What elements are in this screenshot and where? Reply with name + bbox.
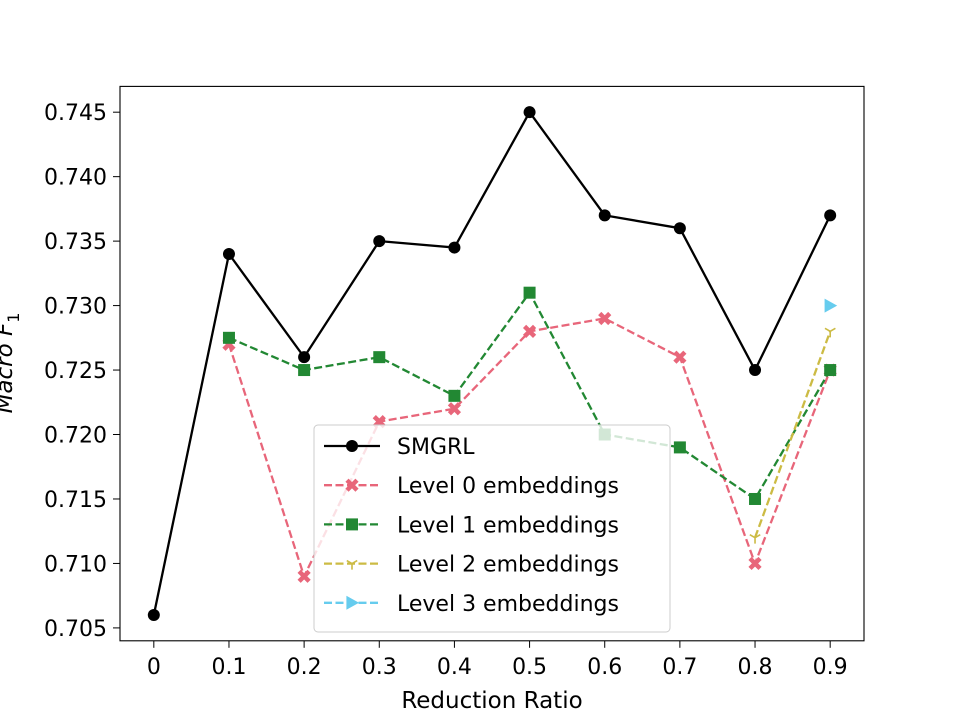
- data-point-smgrl: [749, 364, 762, 377]
- legend-marker-level-1-embeddings: [346, 518, 358, 531]
- data-point-level-0-embeddings: [673, 350, 687, 364]
- series-line-level-2-embeddings: [753, 330, 832, 539]
- legend-label-level-1-embeddings: Level 1 embeddings: [397, 513, 619, 538]
- data-point-smgrl: [448, 241, 461, 254]
- y-tick-label: 0.710: [44, 552, 107, 577]
- legend-label-level-3-embeddings: Level 3 embeddings: [397, 592, 619, 617]
- series-line-smgrl: [152, 110, 832, 616]
- y-tick-label: 0.720: [44, 424, 107, 449]
- legend-marker-level-2-embeddings: [346, 559, 358, 570]
- legend-marker-level-0-embeddings: [345, 478, 359, 492]
- data-point-smgrl: [523, 106, 536, 119]
- data-point-level-2-embeddings: [749, 533, 761, 544]
- data-point-level-1-embeddings: [523, 286, 536, 299]
- data-point-level-1-embeddings: [222, 331, 235, 344]
- x-axis: 0 0.1 0.2 0.3 0.4 0.5 0.6 0.7 0.8 0.9: [147, 640, 848, 680]
- legend-label-level-0-embeddings: Level 0 embeddings: [397, 474, 619, 499]
- data-point-smgrl: [673, 222, 686, 235]
- data-point-level-0-embeddings: [748, 556, 762, 571]
- y-axis: 0.705 0.710 0.715 0.720 0.725 0.730 0.735 0.740…: [44, 101, 120, 642]
- x-tick-label: 0: [147, 655, 161, 680]
- x-tick-label: 0.1: [211, 655, 246, 680]
- data-point-level-1-embeddings: [749, 492, 762, 505]
- data-point-level-0-embeddings: [297, 569, 311, 583]
- data-point-level-0-embeddings: [598, 311, 612, 326]
- x-tick-label: 0.2: [287, 655, 322, 680]
- data-point-smgrl: [373, 235, 386, 248]
- x-tick-label: 0.8: [738, 655, 773, 680]
- x-tick-label: 0.7: [662, 655, 697, 680]
- y-axis-label-main: Macro F: [0, 322, 18, 413]
- data-point-level-1-embeddings: [298, 364, 311, 377]
- y-axis-label-subscript: 1: [4, 313, 23, 323]
- plot-frame: [119, 85, 865, 642]
- data-point-level-0-embeddings: [447, 402, 462, 416]
- data-point-level-1-embeddings: [824, 364, 837, 377]
- y-tick-label: 0.740: [44, 166, 107, 191]
- data-point-level-1-embeddings: [373, 351, 386, 364]
- x-tick-label: 0.3: [362, 655, 397, 680]
- y-tick-label: 0.730: [44, 295, 107, 320]
- legend: SMGRL Level 0 embeddings Level 1 embedding…: [313, 424, 671, 633]
- data-point-level-3-embeddings: [824, 298, 838, 313]
- data-point-smgrl: [598, 209, 611, 222]
- x-tick-label: 0.9: [813, 655, 848, 680]
- y-axis-label: Macro F1: [0, 313, 23, 414]
- data-point-smgrl: [222, 248, 235, 261]
- x-tick-label: 0.6: [587, 655, 622, 680]
- data-point-level-2-embeddings: [824, 327, 836, 338]
- y-tick-label: 0.725: [44, 359, 107, 384]
- data-point-smgrl: [824, 209, 837, 222]
- legend-marker-smgrl: [346, 440, 358, 452]
- legend-label-level-2-embeddings: Level 2 embeddings: [397, 553, 619, 578]
- y-tick-label: 0.735: [44, 230, 107, 255]
- data-point-smgrl: [147, 609, 160, 622]
- legend-label-smgrl: SMGRL: [397, 435, 475, 460]
- y-tick-label: 0.745: [44, 101, 107, 126]
- legend-marker-level-3-embeddings: [346, 595, 359, 610]
- y-tick-label: 0.715: [44, 488, 107, 513]
- data-point-level-1-embeddings: [673, 441, 686, 454]
- legend-box: [313, 424, 671, 633]
- y-tick-label: 0.705: [44, 617, 107, 642]
- data-point-level-1-embeddings: [448, 389, 461, 402]
- x-tick-label: 0.4: [437, 655, 472, 680]
- data-point-level-0-embeddings: [522, 324, 537, 338]
- x-tick-label: 0.5: [512, 655, 547, 680]
- data-point-smgrl: [298, 351, 311, 364]
- x-axis-label: Reduction Ratio: [401, 688, 582, 714]
